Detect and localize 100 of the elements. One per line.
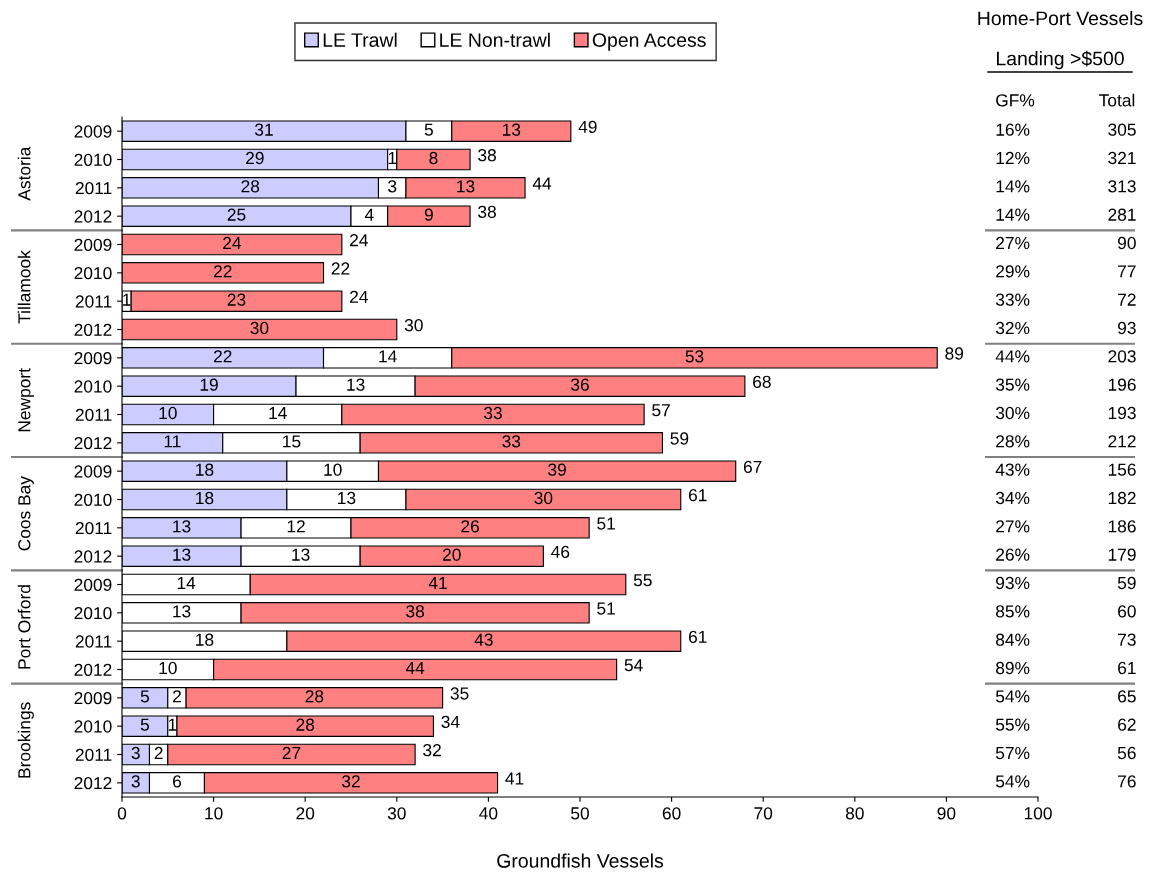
data-label: 3: [388, 180, 397, 193]
text: 84%: [996, 633, 1030, 646]
y-tick-label: 2009: [74, 125, 112, 138]
total-label: 61: [688, 489, 707, 502]
y-tick-label: 2012: [74, 437, 112, 450]
data-label: 18: [196, 463, 214, 476]
data-label: 5: [140, 690, 149, 703]
x-tick-label: 80: [845, 807, 864, 820]
text: 65: [1118, 690, 1136, 703]
text: 61: [1118, 661, 1136, 675]
y-tick-label: 2011: [75, 522, 112, 535]
y-tick-label: 2010: [74, 153, 112, 166]
data-label: 13: [292, 548, 310, 561]
data-label: 23: [227, 293, 246, 306]
data-label: 33: [483, 406, 502, 420]
text: 32%: [995, 321, 1030, 335]
y-tick-label: 2012: [74, 777, 112, 790]
data-label: 3: [131, 775, 140, 788]
text: 186: [1108, 520, 1136, 533]
text: 34%: [995, 491, 1030, 505]
total-label: 46: [551, 545, 570, 558]
y-tick-label: 2010: [74, 267, 112, 280]
y-tick-label: 2010: [74, 607, 112, 620]
data-label: 30: [534, 491, 553, 505]
y-tick-label: 2011: [75, 748, 112, 761]
y-tick-label: 2009: [74, 465, 112, 478]
y-tick-label: 2010: [74, 493, 112, 506]
text: 27%: [996, 520, 1030, 533]
text: 33%: [995, 293, 1030, 306]
x-tick-label: 0: [117, 807, 127, 820]
y-tick-label: 2011: [75, 295, 112, 308]
data-label: 44: [405, 662, 425, 674]
data-label: 14: [269, 407, 287, 419]
data-label: 27: [282, 746, 301, 759]
data-label: 13: [457, 180, 475, 193]
text: 76: [1118, 775, 1136, 788]
text: 85%: [996, 605, 1030, 618]
text: 179: [1108, 548, 1136, 561]
data-label: 4: [364, 208, 374, 221]
total-label: 49: [578, 120, 597, 133]
data-label: 24: [223, 236, 242, 249]
text: 27%: [996, 236, 1030, 250]
y-tick-label: 2009: [74, 352, 112, 365]
data-label: 28: [296, 718, 315, 731]
total-label: 54: [624, 659, 643, 672]
total-label: 24: [350, 234, 368, 247]
y-tick-label: 2012: [74, 210, 112, 223]
data-label: 41: [428, 577, 447, 589]
data-label: 13: [173, 548, 191, 561]
data-label: 11: [164, 435, 181, 448]
total-label: 89: [945, 347, 964, 360]
text: 28%: [996, 435, 1030, 448]
x-tick-label: 70: [754, 807, 773, 820]
text: 72: [1118, 293, 1136, 306]
data-label: 13: [338, 491, 356, 505]
data-label: 12: [287, 520, 305, 533]
data-label: 18: [196, 633, 214, 646]
text: Tillamook: [17, 250, 31, 324]
total-label: 61: [688, 630, 707, 643]
data-label: 2: [173, 690, 181, 703]
y-tick-label: 2011: [75, 182, 112, 195]
data-label: 13: [502, 123, 521, 136]
data-label: 20: [442, 548, 461, 561]
text: 62: [1118, 718, 1136, 731]
x-axis-title: Groundfish Vessels: [497, 853, 664, 868]
text: 44%: [995, 350, 1030, 363]
text: 77: [1118, 265, 1136, 278]
total-label: 38: [478, 205, 496, 218]
legend-label: LE Non-trawl: [440, 32, 550, 47]
text: 73: [1118, 633, 1136, 646]
data-label: 22: [213, 265, 232, 278]
text: 182: [1108, 491, 1136, 505]
data-label: 13: [347, 378, 365, 391]
text: 55%: [995, 718, 1030, 731]
text: 12%: [996, 151, 1030, 165]
total-label: 68: [753, 375, 771, 388]
x-tick-label: 10: [205, 807, 223, 820]
text: Coos Bay: [18, 476, 34, 551]
data-label: 33: [502, 435, 521, 448]
legend-label: Open Access: [592, 33, 706, 51]
data-label: 32: [342, 775, 360, 788]
y-tick-label: 2012: [74, 550, 112, 563]
data-label: 6: [173, 775, 182, 788]
data-label: 38: [406, 605, 425, 618]
total-label: 59: [670, 432, 689, 445]
x-tick-label: 50: [571, 807, 589, 820]
data-label: 13: [173, 605, 191, 618]
total-label: 67: [743, 460, 762, 473]
total-label: 41: [505, 772, 524, 785]
text: 93%: [996, 576, 1030, 590]
total-label: 30: [404, 319, 423, 332]
text: 14%: [996, 180, 1030, 193]
total-label: 51: [597, 602, 615, 615]
data-label: 10: [159, 406, 177, 420]
text: Astoria: [17, 146, 31, 201]
text: 54%: [995, 690, 1030, 703]
total-label: 34: [441, 715, 460, 728]
data-label: 18: [196, 491, 214, 505]
text: 14%: [996, 208, 1030, 221]
data-label: 8: [429, 151, 438, 165]
